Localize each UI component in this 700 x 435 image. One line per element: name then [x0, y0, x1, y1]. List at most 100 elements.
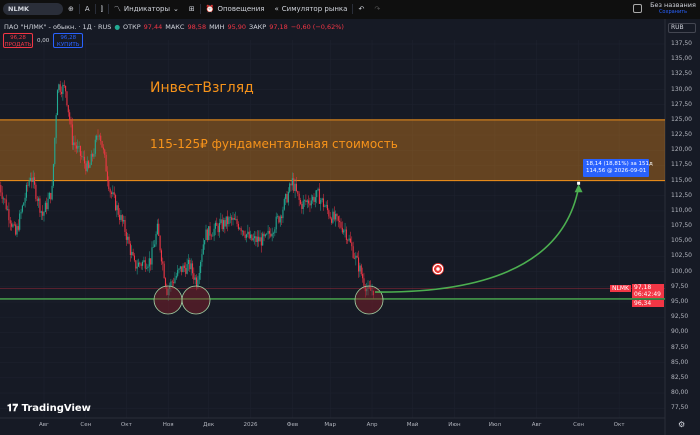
- interval-button[interactable]: A: [80, 0, 95, 18]
- candle: [372, 290, 374, 296]
- candle: [370, 287, 372, 291]
- candle: [256, 236, 258, 243]
- layout-save[interactable]: Без названия Сохранить: [648, 1, 698, 15]
- symbol-title: ПАО "НЛМК" - обыкн. · 1Д · RUS: [4, 23, 112, 31]
- projection-label[interactable]: 18,14 (18,81%) за 151д 114,56 @ 2026-09-0…: [583, 159, 653, 177]
- candle: [336, 213, 338, 217]
- symbol-search[interactable]: NLMK: [3, 3, 63, 15]
- candle: [82, 156, 84, 158]
- candle: [243, 230, 245, 235]
- price-tick: 102,50: [671, 252, 692, 260]
- candle: [35, 184, 37, 199]
- time-tick: Окт: [613, 422, 625, 428]
- settings-icon[interactable]: ⚙: [678, 420, 686, 429]
- trade-buttons: 96,28 ПРОДАТЬ 0,00 96,28 КУПИТЬ: [3, 33, 84, 48]
- candle: [31, 178, 33, 183]
- chart-type-button[interactable]: ⫿: [96, 0, 108, 18]
- candle: [46, 202, 48, 210]
- candle: [236, 218, 238, 224]
- candle: [21, 205, 23, 212]
- currency-select[interactable]: RUB: [668, 23, 696, 33]
- candle: [115, 195, 117, 211]
- candle: [263, 233, 265, 237]
- candle: [175, 275, 177, 279]
- candle: [190, 263, 192, 270]
- replay-button[interactable]: «Симулятор рынка: [270, 0, 353, 18]
- candle: [260, 237, 262, 246]
- indicators-icon: 〽: [113, 5, 121, 13]
- candle: [143, 260, 145, 262]
- price-tick: 97,50: [671, 282, 689, 290]
- save-link[interactable]: Сохранить: [658, 9, 688, 15]
- candle: [218, 222, 221, 233]
- candle: [86, 161, 88, 172]
- candle: [355, 255, 357, 259]
- candle: [254, 236, 256, 239]
- divider: [352, 4, 354, 14]
- compare-button[interactable]: ⊕: [63, 0, 79, 18]
- candle: [67, 105, 69, 113]
- alerts-button[interactable]: ⏰ Оповещения: [201, 0, 270, 18]
- candle: [0, 184, 2, 193]
- candle: [25, 184, 27, 198]
- candle: [77, 146, 79, 149]
- redo-button[interactable]: ↷: [369, 0, 385, 18]
- brand-annotation[interactable]: ИнвестВзгляд: [150, 80, 254, 96]
- candle: [71, 124, 73, 145]
- candle: [316, 190, 318, 198]
- candle: [297, 190, 299, 194]
- candle: [83, 156, 86, 164]
- candle: [128, 236, 130, 244]
- candle: [204, 240, 206, 245]
- candle: [305, 200, 307, 203]
- candle: [213, 228, 215, 236]
- close-value: 97,18: [269, 23, 288, 31]
- candle: [223, 220, 225, 230]
- fullscreen-icon[interactable]: [633, 4, 642, 13]
- candle: [127, 236, 129, 240]
- zone-annotation[interactable]: 115-125₽ фундаментальная стоимость: [150, 137, 398, 151]
- price-tick: 77,50: [671, 404, 689, 412]
- candle: [252, 238, 254, 241]
- buy-button[interactable]: 96,28 КУПИТЬ: [53, 33, 84, 48]
- chart-area[interactable]: [0, 19, 700, 435]
- candle: [343, 230, 345, 233]
- indicators-button[interactable]: 〽 Индикаторы ⌄: [109, 0, 184, 18]
- time-tick: Авг: [39, 422, 49, 428]
- candle: [27, 184, 29, 186]
- candle: [155, 234, 157, 245]
- sell-price: 96,28: [10, 35, 26, 41]
- candle: [299, 199, 302, 204]
- candle: [117, 205, 119, 215]
- candle: [326, 204, 329, 211]
- candle: [266, 233, 268, 235]
- candle: [78, 146, 80, 147]
- candle: [308, 200, 310, 204]
- candle: [286, 194, 288, 203]
- price-tick: 127,50: [671, 100, 692, 108]
- candle: [244, 234, 246, 238]
- projection-anchor: [577, 181, 581, 185]
- undo-button[interactable]: ↶: [353, 0, 369, 18]
- target-icon[interactable]: [432, 263, 444, 275]
- sell-button[interactable]: 96,28 ПРОДАТЬ: [3, 33, 33, 48]
- candle: [74, 142, 76, 146]
- templates-button[interactable]: ⊞: [184, 0, 200, 18]
- candle: [200, 261, 202, 273]
- projection-target: 114,56 @ 2026-09-01: [586, 168, 647, 174]
- candle: [239, 228, 241, 229]
- candle: [275, 216, 277, 230]
- candle: [189, 259, 191, 270]
- candle: [16, 226, 18, 235]
- candle: [135, 260, 137, 269]
- time-tick: Авг: [531, 422, 542, 428]
- candle: [329, 216, 331, 219]
- candle: [321, 198, 323, 200]
- alerts-label: Оповещения: [217, 5, 265, 13]
- candle: [371, 290, 373, 292]
- candle: [237, 223, 239, 229]
- candle: [294, 183, 296, 192]
- candle: [140, 264, 142, 266]
- candle: [332, 211, 334, 223]
